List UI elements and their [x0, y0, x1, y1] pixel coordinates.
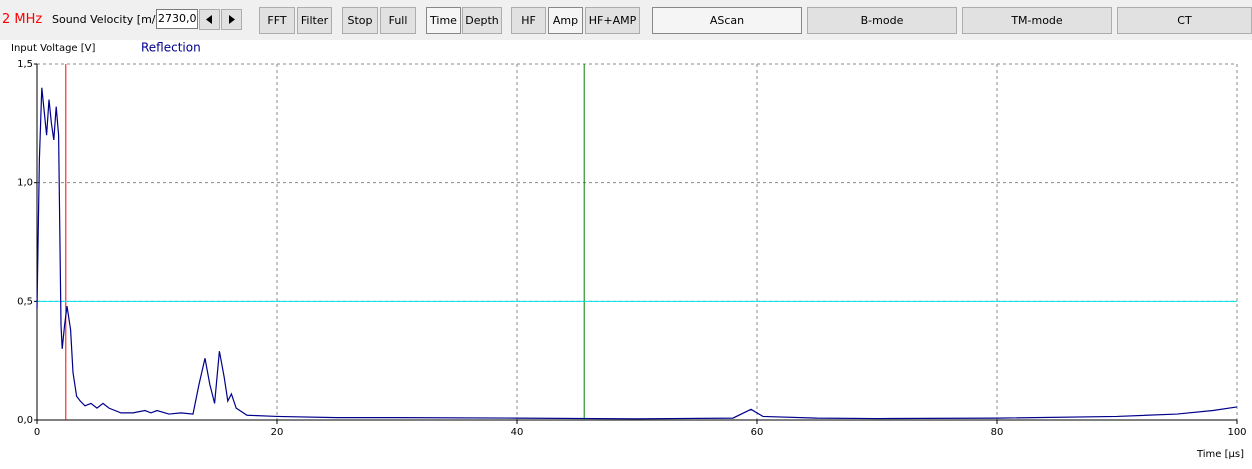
button[interactable]: TM-mode [962, 7, 1112, 34]
y-axis-label: Input Voltage [V] [11, 43, 96, 54]
button[interactable]: B-mode [807, 7, 957, 34]
spin-buttons [199, 9, 242, 30]
toolbar: 2 MHz Sound Velocity [m/s] 2730,0 FFT Fil… [0, 0, 1252, 40]
button[interactable]: HF+AMP [585, 7, 640, 34]
button[interactable]: Filter [297, 7, 332, 34]
button[interactable]: Time [426, 7, 461, 34]
button[interactable]: HF [511, 7, 546, 34]
y-tick-label: 1,0 [17, 178, 33, 189]
x-tick-label: 100 [1227, 427, 1246, 438]
legend-entry: Reflection [141, 41, 201, 55]
x-tick-label: 60 [751, 427, 764, 438]
button[interactable]: CT [1117, 7, 1252, 34]
x-tick-label: 0 [34, 427, 40, 438]
y-tick-label: 0,0 [17, 415, 33, 426]
button[interactable]: Stop [342, 7, 378, 34]
velocity-input[interactable]: 2730,0 [156, 9, 198, 29]
chart: Input Voltage [V] Reflection Time [µs] 0… [11, 41, 1247, 461]
y-tick-label: 1,5 [17, 59, 33, 70]
arrow-right [229, 15, 235, 24]
button[interactable]: Amp [548, 7, 583, 34]
frequency: 2 MHz [2, 12, 43, 27]
button[interactable]: Depth [462, 7, 502, 34]
velocity-label: Sound Velocity [m/s] [52, 13, 166, 26]
arrow-left [206, 15, 212, 24]
x-tick-label: 80 [991, 427, 1004, 438]
button[interactable]: AScan [652, 7, 802, 34]
button[interactable]: Full [380, 7, 416, 34]
button[interactable]: FFT [259, 7, 295, 34]
x-axis-label: Time [µs] [1196, 449, 1244, 460]
waveform [36, 87, 1238, 420]
x-tick-label: 40 [511, 427, 524, 438]
y-tick-label: 0,5 [17, 296, 33, 307]
x-tick-label: 20 [271, 427, 284, 438]
